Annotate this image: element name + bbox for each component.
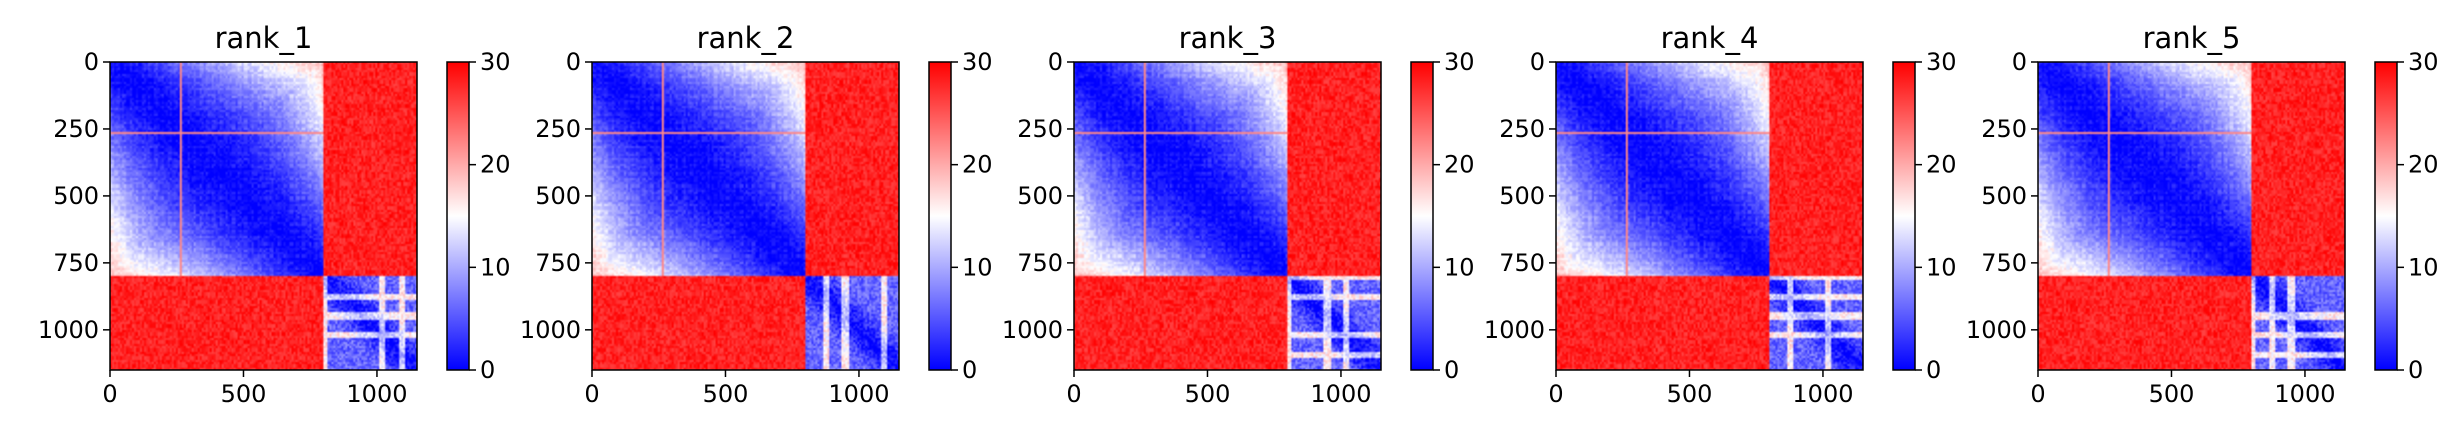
- colorbar-tick-label: 10: [1444, 253, 1475, 281]
- x-tick-label: 0: [1066, 380, 1081, 408]
- y-tick-label: 250: [53, 115, 99, 143]
- heatmap-image: [1556, 62, 1863, 370]
- colorbar-tick-label: 30: [1926, 48, 1957, 76]
- y-tick-label: 0: [1048, 48, 1063, 76]
- y-tick-label: 500: [53, 182, 99, 210]
- y-tick-label: 750: [1981, 249, 2027, 277]
- colorbar-tick-label: 10: [480, 253, 511, 281]
- colorbar-tick-label: 20: [480, 151, 511, 179]
- colorbar-tick-label: 0: [962, 356, 977, 384]
- colorbar-frame: [928, 61, 952, 371]
- x-tick-label: 500: [1667, 380, 1713, 408]
- colorbar-tick-label: 20: [2408, 151, 2439, 179]
- panel-1: rank_1 0 500 1000 0 250 500 750 1000 0 10 20 30: [38, 21, 511, 408]
- colorbar-tick-label: 30: [480, 48, 511, 76]
- x-tick-label: 1000: [1310, 380, 1371, 408]
- colorbar: [1893, 62, 1915, 370]
- panel-title: rank_5: [2143, 21, 2241, 55]
- x-tick-label: 1000: [1792, 380, 1853, 408]
- heatmap-image: [2038, 62, 2345, 370]
- x-tick-label: 0: [102, 380, 117, 408]
- colorbar-tick-label: 20: [1444, 151, 1475, 179]
- y-tick-label: 500: [1981, 182, 2027, 210]
- panel-4: rank_4 0 500 1000 0 250 500 750 1000 0 10 20 30: [1484, 21, 1957, 408]
- x-tick-label: 0: [1548, 380, 1563, 408]
- y-tick-label: 1000: [1002, 316, 1063, 344]
- y-tick-label: 750: [1017, 249, 1063, 277]
- y-tick-label: 0: [566, 48, 581, 76]
- colorbar-tick-label: 10: [962, 253, 993, 281]
- colorbar-tick-label: 10: [1926, 253, 1957, 281]
- x-tick-label: 500: [703, 380, 749, 408]
- y-tick-label: 500: [535, 182, 581, 210]
- y-tick-label: 500: [1499, 182, 1545, 210]
- y-tick-label: 250: [1981, 115, 2027, 143]
- y-tick-label: 750: [1499, 249, 1545, 277]
- heatmap-image: [592, 62, 899, 370]
- x-tick-label: 1000: [828, 380, 889, 408]
- colorbar-tick-label: 30: [962, 48, 993, 76]
- y-tick-label: 1000: [1966, 316, 2027, 344]
- heatmap-image: [110, 62, 417, 370]
- colorbar-tick-label: 0: [1444, 356, 1459, 384]
- panel-3: rank_3 0 500 1000 0 250 500 750 1000 0 10 20 30: [1002, 21, 1475, 408]
- x-tick-label: 1000: [2274, 380, 2335, 408]
- colorbar-frame: [2374, 61, 2398, 371]
- colorbar-tick-label: 10: [2408, 253, 2439, 281]
- colorbar-frame: [1410, 61, 1434, 371]
- colorbar-tick-label: 20: [1926, 151, 1957, 179]
- x-tick-label: 0: [2030, 380, 2045, 408]
- colorbar-tick-label: 0: [2408, 356, 2423, 384]
- panel-2: rank_2 0 500 1000 0 250 500 750 1000 0 10 20 30: [520, 21, 993, 408]
- panel-title: rank_3: [1179, 21, 1277, 55]
- colorbar: [447, 62, 469, 370]
- colorbar: [2375, 62, 2397, 370]
- colorbar-tick-label: 30: [1444, 48, 1475, 76]
- plot-frame: [591, 61, 900, 371]
- panel-title: rank_2: [697, 21, 795, 55]
- colorbar: [929, 62, 951, 370]
- heatmap-image: [1074, 62, 1381, 370]
- colorbar-tick-label: 0: [480, 356, 495, 384]
- panel-5: rank_5 0 500 1000 0 250 500 750 1000 0 10 20 30: [1966, 21, 2439, 408]
- panel-title: rank_4: [1661, 21, 1759, 55]
- y-tick-label: 750: [535, 249, 581, 277]
- colorbar-tick-label: 0: [1926, 356, 1941, 384]
- x-tick-label: 500: [221, 380, 267, 408]
- colorbar-tick-label: 20: [962, 151, 993, 179]
- y-tick-label: 500: [1017, 182, 1063, 210]
- colorbar-frame: [446, 61, 470, 371]
- y-tick-label: 250: [1017, 115, 1063, 143]
- y-tick-label: 1000: [38, 316, 99, 344]
- colorbar-frame: [1892, 61, 1916, 371]
- plot-frame: [1073, 61, 1382, 371]
- y-tick-label: 0: [1530, 48, 1545, 76]
- y-tick-label: 250: [1499, 115, 1545, 143]
- plot-frame: [109, 61, 418, 371]
- x-tick-label: 500: [1185, 380, 1231, 408]
- x-tick-label: 500: [2149, 380, 2195, 408]
- x-tick-label: 0: [584, 380, 599, 408]
- plot-frame: [1555, 61, 1864, 371]
- plot-frame: [2037, 61, 2346, 371]
- y-tick-label: 0: [2012, 48, 2027, 76]
- x-tick-label: 1000: [346, 380, 407, 408]
- y-tick-label: 750: [53, 249, 99, 277]
- colorbar: [1411, 62, 1433, 370]
- y-tick-label: 0: [84, 48, 99, 76]
- y-tick-label: 250: [535, 115, 581, 143]
- colorbar-tick-label: 30: [2408, 48, 2439, 76]
- y-tick-label: 1000: [520, 316, 581, 344]
- y-tick-label: 1000: [1484, 316, 1545, 344]
- panel-title: rank_1: [215, 21, 313, 55]
